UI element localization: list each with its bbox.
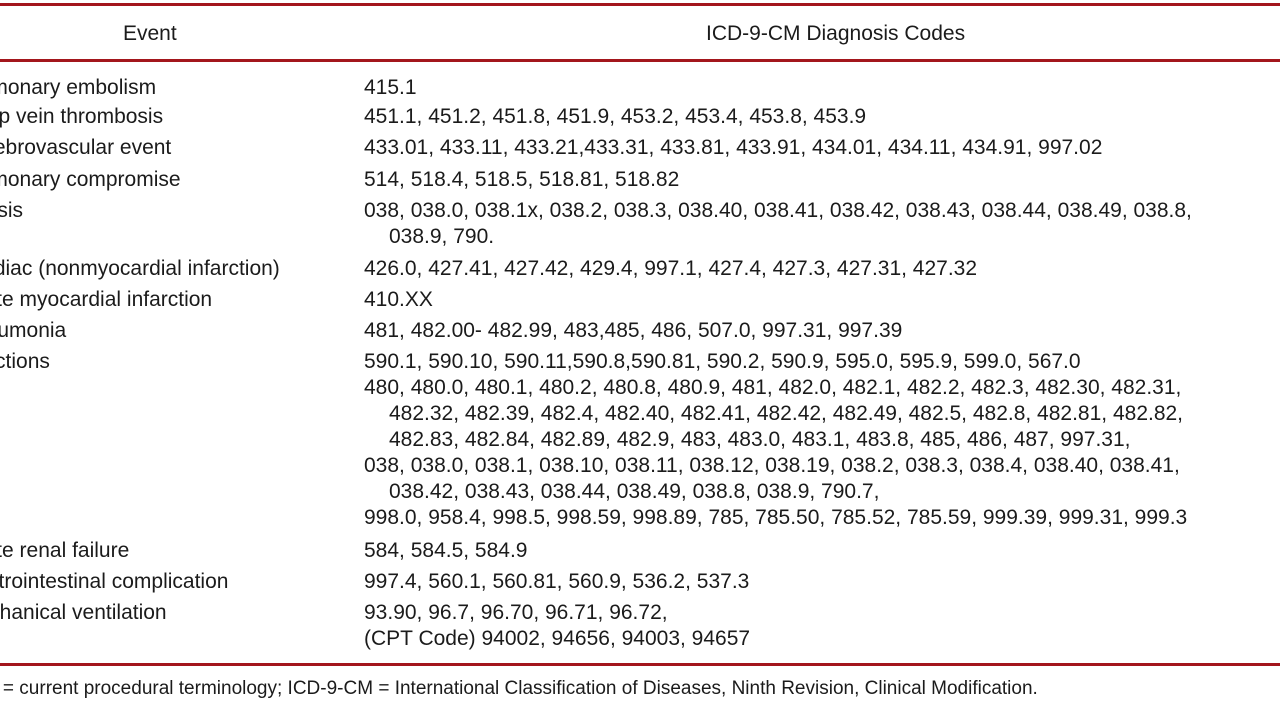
event-cell: Pulmonary compromise — [0, 168, 181, 191]
codes-cell: 93.90, 96.7, 96.70, 96.71, 96.72, (CPT Co… — [364, 600, 750, 652]
code-line: 426.0, 427.41, 427.42, 429.4, 997.1, 427… — [364, 257, 978, 280]
code-line: 415.1 — [364, 76, 417, 99]
code-line: 481, 482.00- 482.99, 483,485, 486, 507.0… — [364, 319, 903, 342]
event-cell: Acute myocardial infarction — [0, 288, 213, 311]
code-line: 482.83, 482.84, 482.89, 482.9, 483, 483.… — [389, 428, 1131, 451]
code-line: (CPT Code) 94002, 94656, 94003, 94657 — [364, 627, 751, 650]
event-cell: Pulmonary embolism — [0, 76, 157, 99]
event-cell: Infections — [0, 350, 50, 373]
codes-cell: 410.XX — [364, 287, 433, 313]
codes-cell: 997.4, 560.1, 560.81, 560.9, 536.2, 537.… — [364, 569, 749, 595]
code-line: 590.1, 590.10, 590.11,590.8,590.81, 590.… — [364, 350, 1081, 373]
column-header-event: Event — [123, 22, 177, 45]
event-cell: Cerebrovascular event — [0, 136, 172, 159]
code-line: 038, 038.0, 038.1x, 038.2, 038.3, 038.40… — [364, 199, 1192, 222]
event-cell: Sepsis — [0, 199, 24, 222]
codes-cell: 415.1 — [364, 75, 417, 101]
codes-cell: 038, 038.0, 038.1x, 038.2, 038.3, 038.40… — [364, 198, 1192, 250]
table-bottom-rule — [0, 663, 1280, 666]
table-top-rule — [0, 3, 1280, 6]
codes-cell: 514, 518.4, 518.5, 518.81, 518.82 — [364, 167, 679, 193]
code-line: 038, 038.0, 038.1, 038.10, 038.11, 038.1… — [364, 454, 1180, 477]
codes-cell: 433.01, 433.11, 433.21,433.31, 433.81, 4… — [364, 135, 1102, 161]
code-line: 514, 518.4, 518.5, 518.81, 518.82 — [364, 168, 680, 191]
column-header-codes: ICD-9-CM Diagnosis Codes — [706, 22, 966, 45]
codes-cell: 451.1, 451.2, 451.8, 451.9, 453.2, 453.4… — [364, 104, 866, 130]
code-line: 584, 584.5, 584.9 — [364, 539, 528, 562]
event-cell: Mechanical ventilation — [0, 601, 167, 624]
table-footnote: CPT = current procedural terminology; IC… — [0, 678, 1038, 699]
codes-cell: 481, 482.00- 482.99, 483,485, 486, 507.0… — [364, 318, 902, 344]
code-line: 410.XX — [364, 288, 433, 311]
event-cell: Acute renal failure — [0, 539, 130, 562]
code-line: 997.4, 560.1, 560.81, 560.9, 536.2, 537.… — [364, 570, 750, 593]
header-rule — [0, 59, 1280, 62]
code-line: 93.90, 96.7, 96.70, 96.71, 96.72, — [364, 601, 668, 624]
event-cell: Deep vein thrombosis — [0, 105, 164, 128]
code-line: 998.0, 958.4, 998.5, 998.59, 998.89, 785… — [364, 506, 1188, 529]
code-line: 038.42, 038.43, 038.44, 038.49, 038.8, 0… — [389, 480, 880, 503]
event-cell: Pneumonia — [0, 319, 67, 342]
code-line: 038.9, 790. — [389, 225, 495, 248]
codes-cell: 584, 584.5, 584.9 — [364, 538, 527, 564]
code-line: 433.01, 433.11, 433.21,433.31, 433.81, 4… — [364, 136, 1103, 159]
event-cell: Cardiac (nonmyocardial infarction) — [0, 257, 280, 280]
codes-cell: 426.0, 427.41, 427.42, 429.4, 997.1, 427… — [364, 256, 977, 282]
code-line: 482.32, 482.39, 482.4, 482.40, 482.41, 4… — [389, 402, 1184, 425]
code-line: 451.1, 451.2, 451.8, 451.9, 453.2, 453.4… — [364, 105, 867, 128]
codes-cell: 590.1, 590.10, 590.11,590.8,590.81, 590.… — [364, 349, 1187, 531]
code-line: 480, 480.0, 480.1, 480.2, 480.8, 480.9, … — [364, 376, 1182, 399]
event-cell: Gastrointestinal complication — [0, 570, 229, 593]
